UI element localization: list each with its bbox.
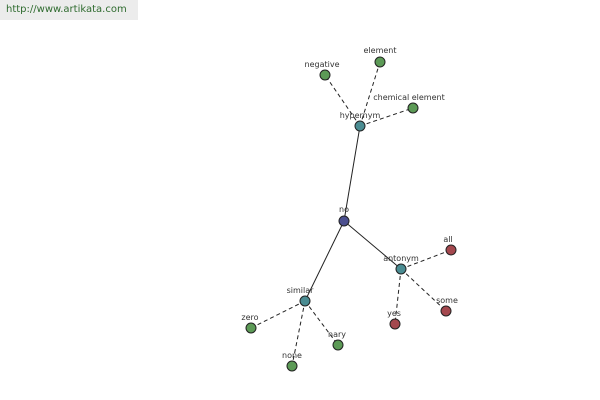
labels: no hypernym antonym similar negative ele… [241,46,458,360]
node-label: similar [287,286,315,295]
edge [400,268,447,312]
node[interactable] [338,215,350,227]
edge [324,74,361,127]
edge [304,220,345,302]
nodes [245,56,457,372]
node[interactable] [286,360,298,372]
node[interactable] [445,244,457,256]
node[interactable] [395,263,407,275]
node-label: no [339,205,349,214]
node-label: all [443,235,452,244]
url[interactable]: http://www.artikata.com [6,4,127,15]
header: http://www.artikata.com [0,0,138,20]
edge [343,220,402,270]
node-label: element [364,46,397,55]
node-label: nary [328,330,346,339]
node-label: yes [387,309,401,318]
node[interactable] [389,318,401,330]
node[interactable] [440,305,452,317]
node-label: antonym [383,254,419,263]
edges [250,61,452,367]
node[interactable] [374,56,386,68]
edge [343,125,361,222]
node[interactable] [407,102,419,114]
node-label: none [282,351,302,360]
edge [304,300,339,346]
node-label: hypernym [340,111,381,120]
node-label: negative [305,60,340,69]
node-label: chemical element [373,93,444,102]
node[interactable] [299,295,311,307]
node[interactable] [319,69,331,81]
edge [359,107,414,127]
node[interactable] [332,339,344,351]
node-label: some [436,296,458,305]
edge [400,249,452,270]
node-label: zero [241,313,258,322]
node[interactable] [245,322,257,334]
edge [394,268,402,325]
edge [250,300,306,329]
node[interactable] [354,120,366,132]
